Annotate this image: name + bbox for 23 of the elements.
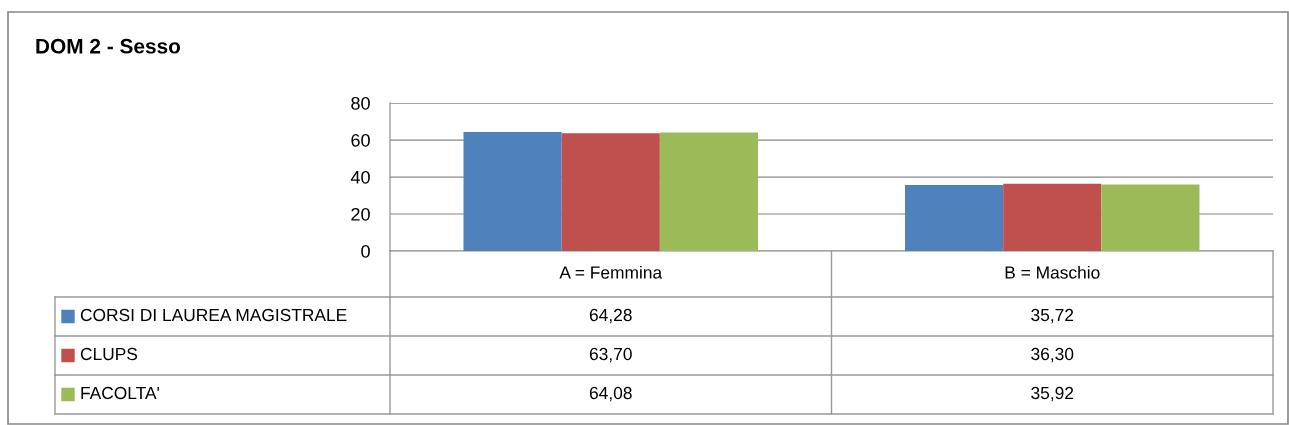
bar (659, 132, 758, 251)
bar (905, 184, 1004, 251)
data-label: 63,70 (589, 347, 632, 363)
bar (463, 132, 562, 251)
data-label: 35,92 (1031, 386, 1074, 402)
y-tick-label: 20 (351, 207, 370, 221)
y-tick-label: 60 (351, 133, 370, 147)
x-tick-label: B = Maschio (1005, 265, 1100, 279)
y-tick-label: 80 (351, 96, 370, 110)
data-label: 64,08 (589, 386, 632, 402)
x-tick-label: A = Femmina (559, 265, 663, 279)
legend-label: CORSI DI LAUREA MAGISTRALE (80, 308, 347, 322)
data-label: 35,72 (1031, 308, 1074, 324)
text: DOM 2 - Sesso (36, 38, 181, 54)
bar (561, 133, 660, 251)
y-tick-label: 0 (361, 244, 370, 258)
y-tick-label: 40 (350, 170, 370, 184)
bar (1101, 184, 1200, 251)
bar (1003, 183, 1102, 251)
legend-label: FACOLTA' (81, 386, 159, 400)
data-label: 36,30 (1031, 347, 1074, 363)
data-label: 64,28 (589, 308, 632, 324)
legend-label: CLUPS (80, 347, 138, 361)
